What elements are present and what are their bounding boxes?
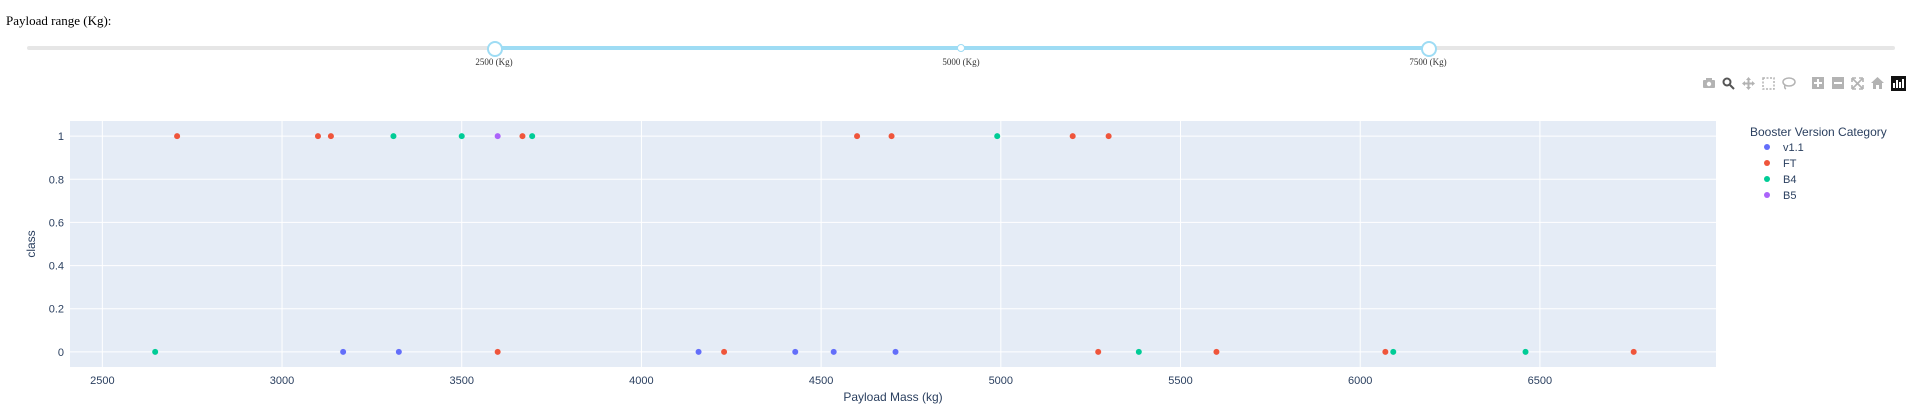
slider-mark-label: 2500 (Kg) — [475, 57, 513, 67]
camera-icon[interactable] — [1700, 75, 1717, 92]
data-point — [314, 133, 321, 140]
legend-marker — [1764, 160, 1770, 166]
zoom-icon[interactable] — [1720, 75, 1737, 92]
legend-item-label: B4 — [1783, 174, 1796, 186]
data-point — [494, 133, 501, 140]
data-point — [994, 133, 1001, 140]
data-point — [1095, 348, 1102, 355]
data-point — [888, 133, 895, 140]
data-point — [494, 348, 501, 355]
x-tick-label: 2500 — [90, 375, 114, 387]
data-point — [458, 133, 465, 140]
slider-mark-label: 7500 (Kg) — [1409, 57, 1447, 67]
legend-marker — [1764, 144, 1770, 150]
data-point — [1522, 348, 1529, 355]
data-point — [792, 348, 799, 355]
data-point — [695, 348, 702, 355]
slider-mark-dot — [957, 44, 965, 52]
x-tick-label: 4000 — [629, 375, 653, 387]
slider-mark-label: 5000 (Kg) — [942, 57, 980, 67]
data-point — [1213, 348, 1220, 355]
legend-title: Booster Version Category — [1750, 125, 1887, 139]
lasso-icon[interactable] — [1780, 75, 1797, 92]
y-tick-label: 0.6 — [49, 217, 64, 229]
data-point — [340, 348, 347, 355]
x-tick-label: 3500 — [449, 375, 473, 387]
data-point — [390, 133, 397, 140]
data-point — [152, 348, 159, 355]
x-axis-label: Payload Mass (kg) — [843, 390, 942, 404]
data-point — [830, 348, 837, 355]
zoom-out-icon[interactable] — [1829, 75, 1846, 92]
reset-axes-icon[interactable] — [1869, 75, 1886, 92]
data-point — [1382, 348, 1389, 355]
payload-range-label: Payload range (Kg): — [6, 13, 112, 28]
data-point — [529, 133, 536, 140]
legend-item-label: B5 — [1783, 190, 1796, 202]
data-point — [1630, 348, 1637, 355]
zoom-in-icon[interactable] — [1809, 75, 1826, 92]
plot-modebar — [1700, 74, 1911, 92]
data-point — [519, 133, 526, 140]
x-tick-label: 6000 — [1348, 375, 1372, 387]
data-point — [721, 348, 728, 355]
pan-icon[interactable] — [1740, 75, 1757, 92]
legend-item-label: FT — [1783, 158, 1797, 170]
data-point — [1105, 133, 1112, 140]
data-point — [892, 348, 899, 355]
x-tick-label: 5500 — [1168, 375, 1192, 387]
data-point — [1135, 348, 1142, 355]
y-tick-label: 0.4 — [49, 261, 64, 273]
slider-handle-low[interactable] — [487, 41, 503, 57]
x-tick-label: 6500 — [1528, 375, 1552, 387]
legend-marker — [1764, 176, 1770, 182]
plot-area — [70, 121, 1716, 367]
x-tick-label: 4500 — [809, 375, 833, 387]
data-point — [1069, 133, 1076, 140]
data-point — [395, 348, 402, 355]
data-point — [1390, 348, 1397, 355]
y-tick-label: 0.2 — [49, 304, 64, 316]
y-tick-label: 0 — [58, 347, 64, 359]
y-tick-label: 0.8 — [49, 174, 64, 186]
plotly-logo-icon[interactable] — [1891, 75, 1906, 91]
data-point — [174, 133, 181, 140]
y-tick-label: 1 — [58, 131, 64, 143]
x-tick-label: 3000 — [270, 375, 294, 387]
autoscale-icon[interactable] — [1849, 75, 1866, 92]
box-select-icon[interactable] — [1760, 75, 1777, 92]
payload-range-slider[interactable]: 2500 (Kg) 5000 (Kg) 7500 (Kg) — [0, 36, 1911, 72]
data-point — [327, 133, 334, 140]
legend-item-label: v1.1 — [1783, 142, 1804, 154]
x-tick-label: 5000 — [989, 375, 1013, 387]
y-axis-label: class — [24, 230, 38, 257]
legend-marker — [1764, 192, 1770, 198]
data-point — [854, 133, 861, 140]
slider-handle-high[interactable] — [1421, 41, 1437, 57]
